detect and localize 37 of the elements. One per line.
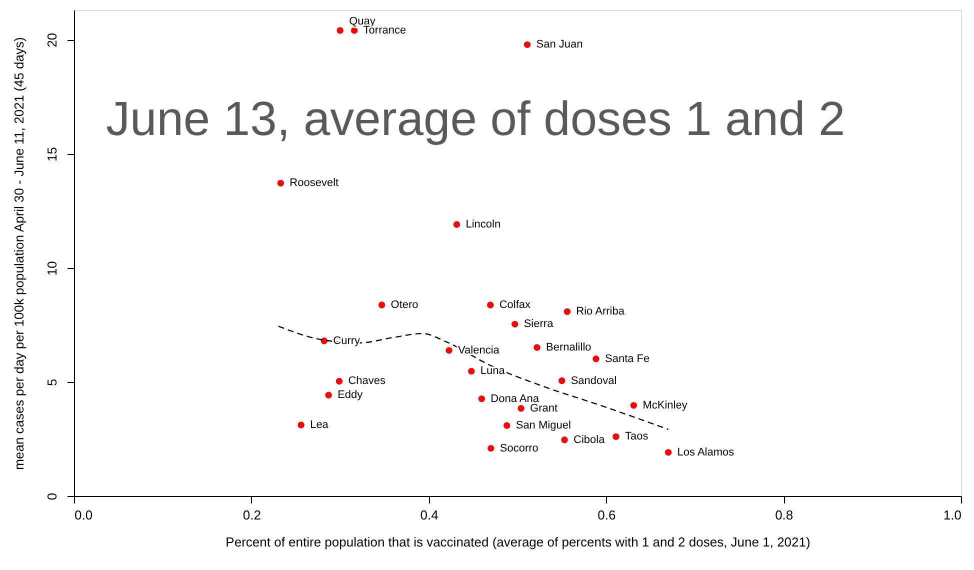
data-label: Cibola: [574, 434, 606, 446]
data-label: Sierra: [524, 318, 554, 330]
data-label: Sandoval: [570, 374, 617, 387]
data-label: Rio Arriba: [576, 306, 626, 318]
x-tick-label: 1.0: [943, 508, 962, 522]
y-tick-label: 20: [44, 32, 60, 48]
x-tick-label: 0.6: [598, 508, 616, 522]
data-label: Grant: [530, 402, 558, 414]
data-label: Dona Ana: [490, 392, 540, 405]
data-label: Lea: [310, 419, 330, 432]
data-label: San Juan: [536, 38, 583, 51]
y-tick-label: 0: [44, 492, 60, 500]
data-label: Socorro: [500, 442, 538, 454]
x-tick-label: 0.8: [775, 508, 794, 522]
data-label: San Miguel: [516, 419, 571, 432]
x-tick-label: 0.4: [420, 508, 438, 522]
annotation: June 13, average of doses 1 and 2: [106, 93, 846, 146]
data-label: Lincoln: [466, 218, 501, 230]
data-label: Valencia: [458, 344, 500, 356]
x-tick-label: 0.0: [74, 508, 93, 522]
data-label: Los Alamos: [677, 446, 735, 458]
y-tick-label: 10: [44, 261, 60, 276]
data-label: Bernalillo: [546, 341, 592, 354]
data-label: Roosevelt: [290, 177, 339, 190]
y-tick-label: 15: [44, 147, 60, 162]
x-tick-label: 0.2: [242, 508, 261, 522]
data-label: Luna: [480, 365, 506, 378]
data-label: McKinley: [642, 399, 688, 412]
data-label: Chaves: [348, 375, 386, 388]
data-label: Eddy: [338, 389, 364, 402]
x-axis-title: Percent of entire population that is vaccinated (average of percents with 1 and 2 doses, June 1, 2021): [226, 534, 810, 550]
data-label: Colfax: [499, 299, 532, 312]
data-label: Taos: [624, 430, 649, 443]
data-label: Otero: [390, 299, 418, 312]
y-axis-title: mean cases per day per 100k population April 30 - June 11, 2021 (45 days): [12, 37, 26, 470]
y-tick-label: 5: [44, 378, 60, 386]
data-label: Santa Fe: [605, 352, 650, 365]
